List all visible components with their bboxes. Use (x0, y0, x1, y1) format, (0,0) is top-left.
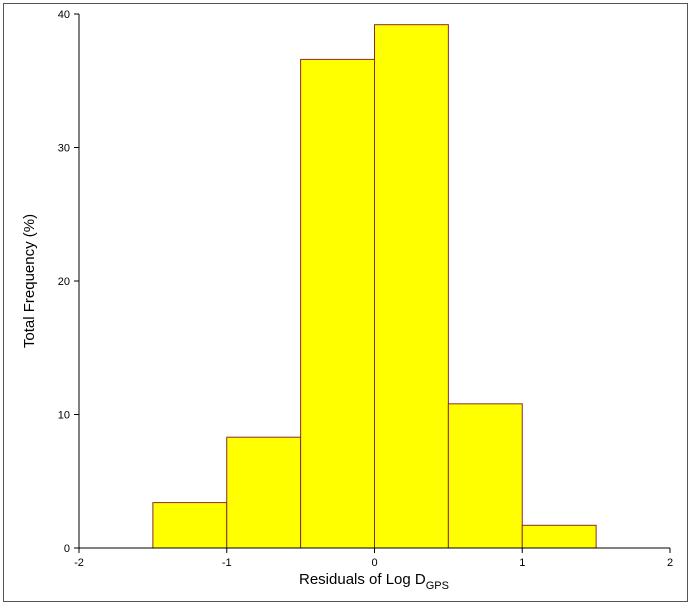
x-tick-label: 2 (667, 557, 673, 569)
bar (374, 24, 449, 549)
y-axis-label: Total Frequency (%) (21, 214, 38, 348)
bar (447, 403, 523, 549)
x-tick-label: 1 (519, 557, 525, 569)
y-tick-label: 20 (58, 276, 70, 288)
x-tick-label: 0 (371, 557, 377, 569)
x-tick-label: -2 (74, 557, 84, 569)
bar (521, 524, 597, 549)
y-tick-label: 30 (58, 143, 70, 155)
y-tick-label: 10 (58, 410, 70, 422)
x-tick-label: -1 (222, 557, 232, 569)
frame (3, 3, 688, 602)
y-tick-label: 0 (64, 543, 70, 555)
bar (152, 502, 228, 549)
bar (300, 58, 375, 549)
bar (226, 436, 302, 549)
x-label-main: Residuals of Log D (299, 571, 426, 588)
y-tick-label: 40 (58, 9, 70, 21)
x-label-subscript: GPS (426, 580, 449, 592)
x-axis-label: Residuals of Log DGPS (299, 571, 449, 592)
